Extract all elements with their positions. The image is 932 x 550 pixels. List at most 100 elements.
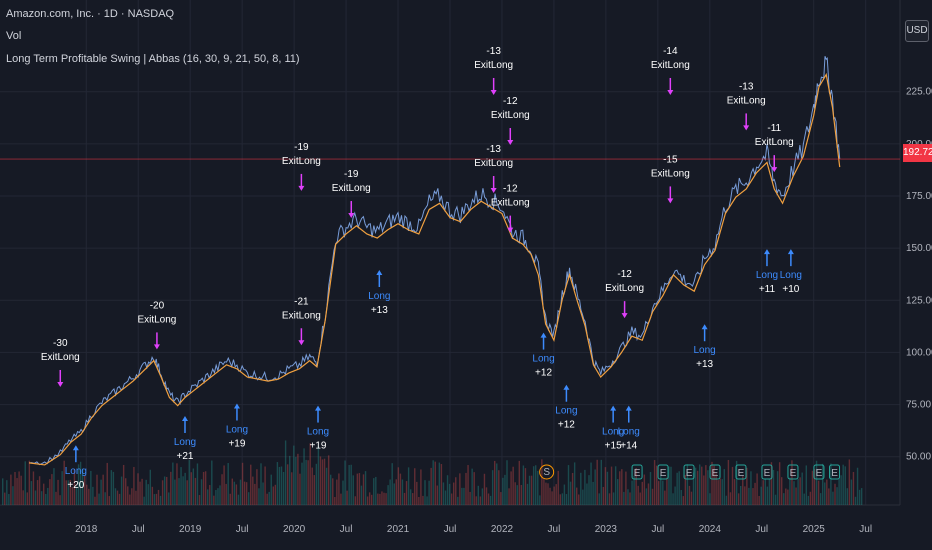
- earnings-marker[interactable]: [761, 464, 773, 480]
- volume-bar: [608, 493, 611, 505]
- y-tick-label: 150.00: [906, 243, 932, 254]
- exit-arrow-head: [57, 381, 64, 387]
- earnings-marker[interactable]: [787, 464, 799, 480]
- volume-bar: [373, 478, 375, 505]
- volume-bar: [69, 479, 72, 505]
- earnings-marker[interactable]: [813, 464, 825, 480]
- volume-bar: [120, 476, 123, 505]
- volume-bar: [319, 456, 322, 505]
- x-tick-label: 2023: [595, 524, 618, 535]
- earnings-marker[interactable]: [631, 464, 643, 480]
- volume-bar: [797, 478, 799, 505]
- volume-bar: [532, 466, 535, 505]
- volume-bar: [612, 492, 615, 505]
- exit-arrow-head: [667, 198, 674, 204]
- indicator-legend[interactable]: Long Term Profitable Swing | Abbas (16, …: [6, 53, 300, 65]
- volume-bar: [627, 489, 629, 505]
- x-tick-label: 2022: [491, 524, 514, 535]
- exit-arrow-head: [153, 344, 160, 350]
- volume-bar: [233, 481, 236, 505]
- exit-arrow-head: [507, 140, 514, 146]
- volume-bar: [188, 460, 190, 505]
- earnings-marker[interactable]: [709, 464, 721, 480]
- volume-bar: [680, 489, 682, 505]
- volume-bar: [496, 463, 498, 505]
- x-tick-label: 2024: [699, 524, 722, 535]
- volume-bar: [752, 488, 754, 505]
- volume-bar: [840, 475, 842, 505]
- volume-bar: [40, 491, 43, 505]
- earnings-marker[interactable]: [683, 464, 695, 480]
- volume-bar: [350, 464, 352, 505]
- exit-long-label: ExitLong: [755, 137, 794, 148]
- volume-bar: [432, 460, 434, 505]
- x-tick-label: Jul: [444, 524, 457, 535]
- volume-bar: [174, 479, 176, 505]
- exit-long-label: ExitLong: [137, 314, 176, 325]
- volume-bar: [744, 486, 746, 505]
- x-tick-label: Jul: [859, 524, 872, 535]
- exit-arrow-head: [490, 188, 497, 193]
- exit-count-label: -12: [503, 96, 518, 107]
- long-arrow-head: [376, 270, 383, 275]
- exit-long-label: ExitLong: [282, 156, 321, 167]
- volume-bar: [348, 465, 350, 505]
- earnings-marker[interactable]: [735, 464, 747, 480]
- volume-bar: [94, 496, 96, 505]
- volume-bar: [67, 480, 69, 505]
- volume-bar: [748, 487, 750, 505]
- exit-arrow-head: [348, 213, 355, 219]
- volume-bar: [781, 477, 783, 505]
- volume-bar: [108, 496, 110, 505]
- volume-bar: [598, 493, 600, 505]
- volume-bar: [297, 453, 299, 505]
- volume-bar: [84, 475, 86, 505]
- volume-bar: [395, 479, 397, 505]
- volume-bar: [459, 473, 461, 505]
- earnings-label: E: [738, 468, 745, 479]
- volume-bar: [787, 489, 789, 505]
- earnings-marker[interactable]: [829, 464, 841, 480]
- volume-bar: [473, 472, 475, 505]
- exit-long-label: ExitLong: [491, 198, 530, 209]
- volume-bar: [686, 464, 689, 505]
- long-label: Long: [693, 345, 715, 356]
- volume-bar: [666, 477, 668, 505]
- volume-bar: [842, 464, 844, 505]
- volume-bar: [811, 470, 814, 505]
- volume-bar: [506, 460, 508, 505]
- volume-bar: [291, 472, 293, 505]
- volume-bar: [746, 467, 748, 505]
- volume-bar: [221, 474, 223, 505]
- volume-legend[interactable]: Vol: [6, 30, 22, 42]
- volume-bar: [668, 466, 670, 505]
- volume-bar: [721, 479, 723, 505]
- volume-bar: [71, 486, 74, 505]
- volume-bar: [610, 466, 613, 505]
- volume-bar: [770, 462, 773, 505]
- volume-bar: [471, 468, 473, 505]
- volume-bar: [582, 489, 584, 505]
- volume-bar: [96, 474, 98, 505]
- volume-bar: [256, 469, 258, 505]
- y-tick-label: 125.00: [906, 295, 932, 306]
- volume-bar: [559, 494, 561, 505]
- volume-bar: [30, 481, 33, 505]
- volume-bar: [426, 496, 428, 505]
- volume-bar: [276, 462, 279, 505]
- volume-bar: [733, 479, 736, 505]
- volume-bar: [323, 458, 326, 505]
- x-tick-label: 2018: [75, 524, 98, 535]
- x-tick-label: Jul: [755, 524, 768, 535]
- earnings-marker[interactable]: [657, 464, 669, 480]
- volume-bar: [325, 467, 328, 505]
- volume-bar: [315, 463, 318, 505]
- volume-bar: [194, 477, 197, 505]
- volume-bar: [649, 472, 652, 505]
- volume-bar: [860, 488, 863, 505]
- volume-bar: [6, 480, 8, 505]
- currency-button[interactable]: USD: [905, 20, 929, 42]
- split-marker[interactable]: [539, 464, 555, 480]
- volume-bar: [217, 488, 219, 505]
